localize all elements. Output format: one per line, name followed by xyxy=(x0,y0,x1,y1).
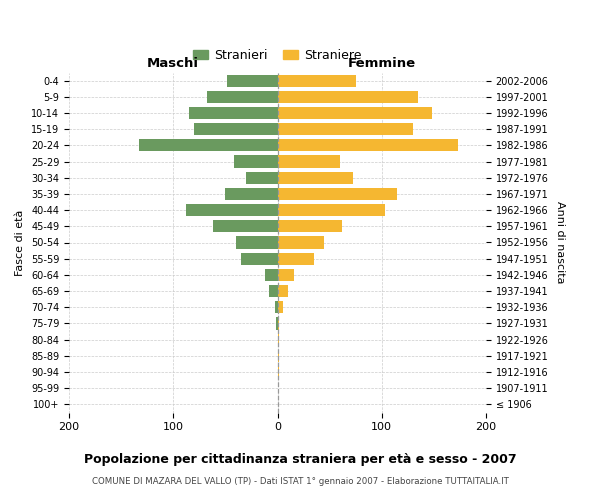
Bar xyxy=(246,172,277,184)
Bar xyxy=(277,285,288,297)
Bar xyxy=(277,172,353,184)
Legend: Stranieri, Straniere: Stranieri, Straniere xyxy=(193,48,362,62)
Bar xyxy=(194,123,277,135)
Bar xyxy=(277,204,385,216)
Bar xyxy=(277,220,342,232)
Bar xyxy=(277,140,458,151)
Bar xyxy=(265,269,277,281)
Bar xyxy=(277,156,340,168)
Text: Femmine: Femmine xyxy=(347,57,416,70)
Bar xyxy=(277,350,278,362)
Bar xyxy=(277,318,278,330)
Bar xyxy=(213,220,277,232)
Bar xyxy=(206,90,277,103)
Bar xyxy=(277,252,314,265)
Bar xyxy=(277,107,432,119)
Bar xyxy=(189,107,277,119)
Text: Maschi: Maschi xyxy=(147,57,199,70)
Bar xyxy=(277,188,397,200)
Bar xyxy=(227,74,277,86)
Bar xyxy=(277,269,294,281)
Bar xyxy=(139,140,277,151)
Bar xyxy=(241,252,277,265)
Text: Popolazione per cittadinanza straniera per età e sesso - 2007: Popolazione per cittadinanza straniera p… xyxy=(83,452,517,466)
Bar xyxy=(186,204,277,216)
Bar xyxy=(277,366,278,378)
Bar xyxy=(236,236,277,248)
Bar xyxy=(275,301,277,314)
Bar xyxy=(277,236,325,248)
Y-axis label: Anni di nascita: Anni di nascita xyxy=(555,201,565,283)
Bar xyxy=(226,188,277,200)
Bar xyxy=(277,301,283,314)
Bar xyxy=(234,156,277,168)
Bar xyxy=(277,334,278,345)
Y-axis label: Fasce di età: Fasce di età xyxy=(16,210,25,276)
Bar xyxy=(277,74,356,86)
Bar xyxy=(269,285,277,297)
Bar xyxy=(277,123,413,135)
Bar xyxy=(277,90,418,103)
Text: COMUNE DI MAZARA DEL VALLO (TP) - Dati ISTAT 1° gennaio 2007 - Elaborazione TUTT: COMUNE DI MAZARA DEL VALLO (TP) - Dati I… xyxy=(92,478,508,486)
